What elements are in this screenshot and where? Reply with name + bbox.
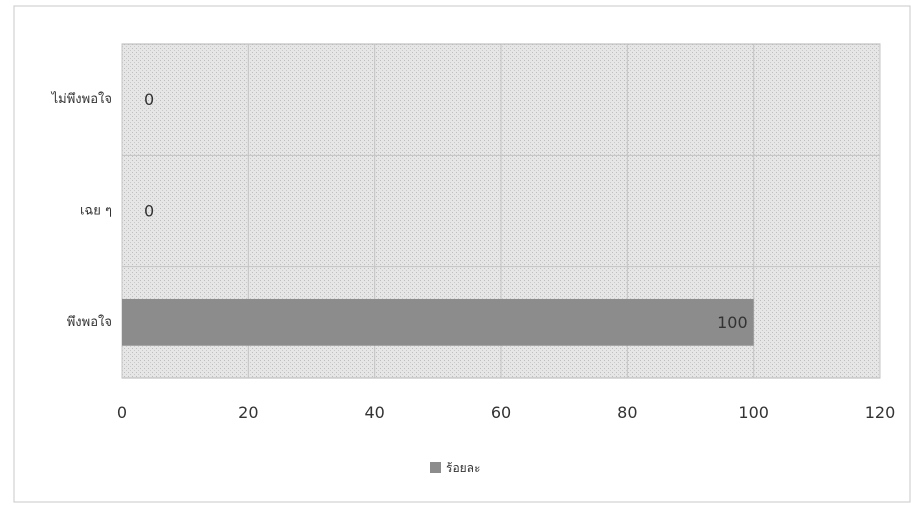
x-tick-label-120: 120 [865, 403, 896, 422]
data-label-2: 100 [717, 313, 748, 332]
legend-swatch [430, 462, 441, 473]
x-tick-label-20: 20 [238, 403, 258, 422]
data-label-0: 0 [144, 90, 154, 109]
x-tick-label-80: 80 [617, 403, 637, 422]
category-label-1: เฉย ๆ [80, 204, 112, 219]
x-tick-label-40: 40 [364, 403, 384, 422]
x-tick-label-60: 60 [491, 403, 511, 422]
category-label-0: ไม่พึงพอใจ [51, 91, 112, 107]
bar-2 [122, 298, 754, 346]
bars [122, 298, 754, 346]
legend-label: ร้อยละ [446, 461, 480, 475]
legend: ร้อยละ [430, 461, 480, 475]
data-labels: 0 0 100 [144, 90, 748, 332]
x-tick-label-100: 100 [738, 403, 769, 422]
x-axis-tick-labels: 0 20 40 60 80 100 120 [117, 403, 895, 422]
x-tick-label-0: 0 [117, 403, 127, 422]
data-label-1: 0 [144, 202, 154, 221]
category-label-2: พึงพอใจ [67, 314, 112, 330]
